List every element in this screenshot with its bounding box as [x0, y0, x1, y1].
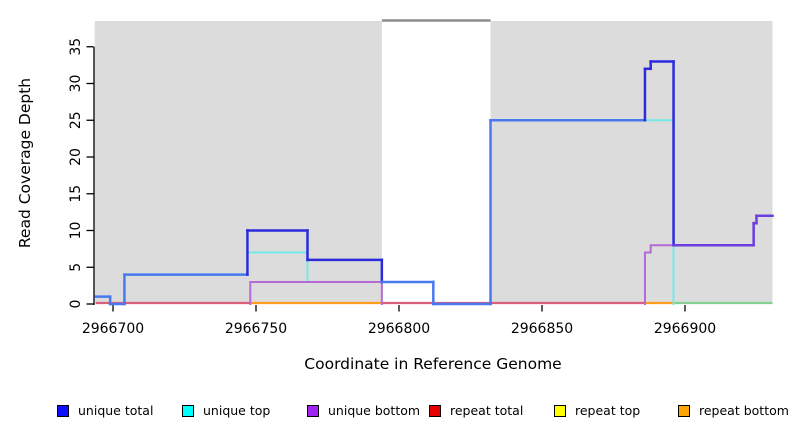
y-axis-tick-label: 25: [68, 111, 84, 129]
y-axis-title: Read Coverage Depth: [16, 77, 34, 249]
y-axis-tick-label: 5: [68, 263, 84, 272]
y-axis-tick-label: 35: [68, 38, 84, 56]
y-axis-tick-label: 10: [68, 222, 84, 240]
series-line-unique-bottom: [249, 214, 774, 305]
shaded-region: [490, 21, 773, 304]
x-axis-tick-label: 2966800: [368, 321, 430, 337]
x-axis-tick-label: 2966850: [511, 321, 573, 337]
x-axis-tick-label: 2966900: [654, 321, 716, 337]
y-axis-tick-label: 15: [68, 185, 84, 203]
x-axis-title: Coordinate in Reference Genome: [304, 355, 562, 373]
shaded-region: [94, 21, 382, 304]
y-axis-tick-label: 20: [68, 148, 84, 166]
series-line-unique-total: [94, 60, 774, 306]
x-axis-tick-label: 2966700: [82, 321, 144, 337]
y-axis-tick-label: 30: [68, 75, 84, 93]
x-axis-tick-label: 2966750: [225, 321, 287, 337]
y-axis-tick-label: 0: [68, 300, 84, 309]
